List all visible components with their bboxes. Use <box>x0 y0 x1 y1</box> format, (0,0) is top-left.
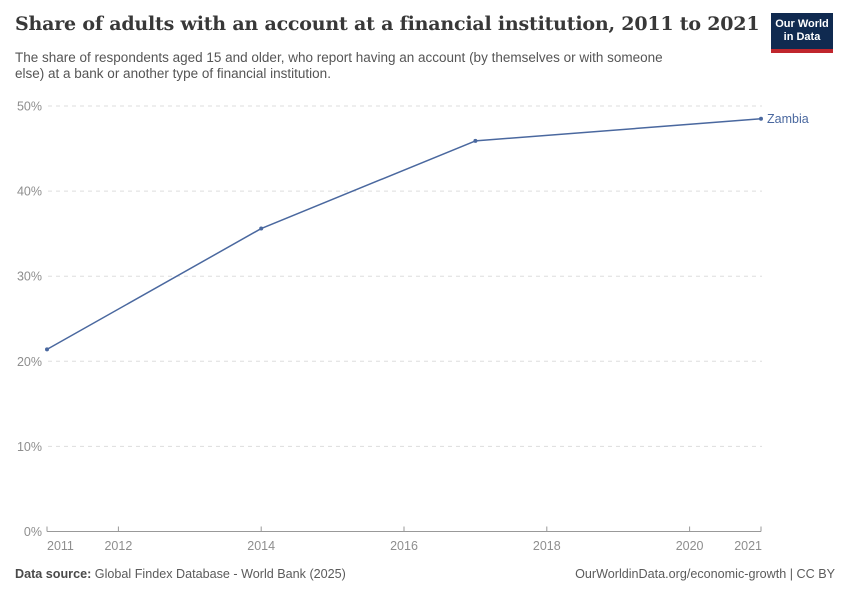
x-tick-label-2016: 2016 <box>390 539 418 553</box>
chart-title: Share of adults with an account at a fin… <box>15 13 760 35</box>
x-tick-label-2020: 2020 <box>676 539 704 553</box>
entity-label-zambia[interactable]: Zambia <box>767 112 809 126</box>
x-tick-label-2011: 2011 <box>47 539 74 553</box>
x-tick-label-2018: 2018 <box>533 539 561 553</box>
zambia-line[interactable] <box>46 118 762 351</box>
x-tick-label-2012: 2012 <box>104 539 132 553</box>
y-tick-label-30: 30% <box>17 270 42 284</box>
y-tick-label-40: 40% <box>17 185 42 199</box>
y-tick-label-20: 20% <box>17 355 42 369</box>
zambia-point-2017[interactable] <box>473 138 478 143</box>
footer-link[interactable]: OurWorldinData.org/economic-growth | CC … <box>575 567 835 581</box>
zambia-point-2014[interactable] <box>259 226 264 231</box>
zambia-point-2011[interactable] <box>45 347 49 352</box>
data-source-label: Data source: <box>15 567 92 581</box>
x-tick-label-2014: 2014 <box>247 539 275 553</box>
x-tick-label-2021: 2021 <box>734 539 762 553</box>
data-source-text: Data source: Global Findex Database - Wo… <box>15 567 346 581</box>
owid-logo-line1: Our World <box>775 18 829 30</box>
data-source-value: Global Findex Database - World Bank (202… <box>91 567 346 581</box>
chart-subtitle: The share of respondents aged 15 and old… <box>15 50 663 81</box>
y-tick-label-50: 50% <box>17 100 42 114</box>
chart-footer: Data source: Global Findex Database - Wo… <box>15 567 835 581</box>
owid-logo[interactable]: Our World in Data <box>771 13 833 53</box>
owid-logo-line2: in Data <box>783 31 821 43</box>
y-tick-label-10: 10% <box>17 440 42 454</box>
zambia-point-2021[interactable] <box>759 116 763 121</box>
y-tick-label-0: 0% <box>24 525 42 539</box>
